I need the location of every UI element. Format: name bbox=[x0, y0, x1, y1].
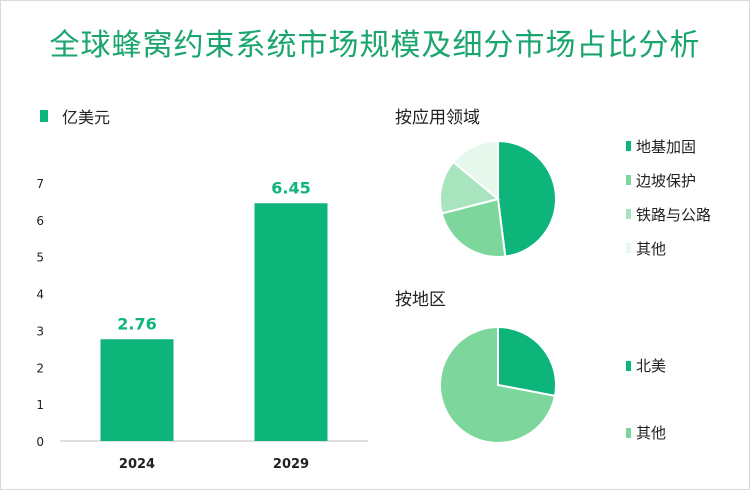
pie2-title: 按地区 bbox=[395, 290, 446, 310]
y-tick-label: 3 bbox=[36, 324, 44, 338]
y-tick-label: 6 bbox=[36, 214, 44, 228]
pie1-legend-swatch bbox=[626, 175, 631, 185]
pie1-legend-item: 边坡保护 bbox=[626, 163, 711, 197]
pie2-legend-label: 其他 bbox=[636, 424, 667, 442]
pie1-legend-label: 其他 bbox=[636, 239, 667, 258]
x-tick-label: 2029 bbox=[273, 457, 309, 472]
pie1-legend-label: 铁路与公路 bbox=[636, 205, 712, 224]
pie2-legend-label: 北美 bbox=[636, 357, 667, 375]
pie2-slice-1 bbox=[497, 325, 557, 398]
pie2-legend-item: 其他 bbox=[626, 399, 666, 466]
pie2-legend: 北美 其他 bbox=[626, 332, 666, 466]
pie1-legend-swatch bbox=[626, 243, 631, 253]
pie1-slice-2 bbox=[440, 197, 507, 258]
pie1-title: 按应用领域 bbox=[395, 108, 480, 128]
pie2-legend-swatch bbox=[626, 360, 631, 371]
bar-2024 bbox=[100, 339, 174, 441]
pie1-legend: 地基加固边坡保护铁路与公路其他 bbox=[626, 129, 711, 265]
pie1-legend-label: 边坡保护 bbox=[636, 171, 697, 190]
y-tick-label: 2 bbox=[36, 361, 44, 375]
x-tick-label: 2024 bbox=[119, 457, 155, 472]
pie2-slice-2 bbox=[439, 325, 557, 444]
bar-value-label: 2.76 bbox=[117, 314, 156, 333]
chart-title: 全球蜂窝约束系统市场规模及细分市场占比分析 bbox=[49, 28, 701, 63]
pie1-legend-item: 其他 bbox=[626, 231, 711, 265]
pie1-legend-swatch bbox=[626, 209, 631, 219]
pie1-slice-1 bbox=[497, 139, 557, 258]
y-tick-label: 5 bbox=[36, 251, 44, 265]
bar-legend: 亿美元 bbox=[40, 104, 110, 128]
pie1-slice-3 bbox=[439, 160, 501, 215]
pie1-legend-item: 地基加固 bbox=[626, 129, 711, 163]
pie1-slice-4 bbox=[451, 139, 499, 202]
bar-legend-swatch bbox=[40, 110, 48, 122]
y-tick-label: 1 bbox=[36, 398, 44, 412]
y-tick-label: 0 bbox=[36, 435, 44, 449]
y-tick-label: 4 bbox=[36, 288, 44, 302]
bar-2029 bbox=[254, 203, 328, 441]
pie2-legend-item: 北美 bbox=[626, 332, 666, 399]
pie2-legend-swatch bbox=[626, 427, 631, 438]
pie1-legend-swatch bbox=[626, 141, 631, 151]
y-tick-label: 7 bbox=[36, 177, 44, 191]
pie1-legend-item: 铁路与公路 bbox=[626, 197, 711, 231]
bar-legend-label: 亿美元 bbox=[62, 108, 111, 127]
pie1-legend-label: 地基加固 bbox=[636, 137, 697, 156]
bar-value-label: 6.45 bbox=[271, 178, 310, 197]
